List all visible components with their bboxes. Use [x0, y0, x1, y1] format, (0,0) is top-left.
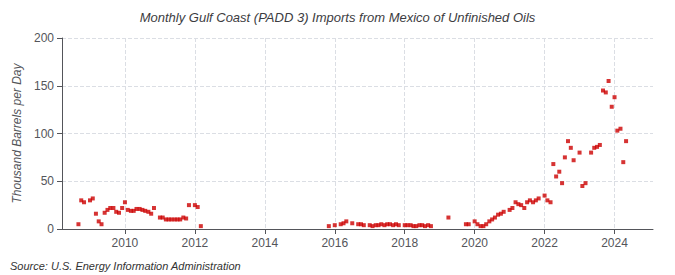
svg-text:Source: U.S. Energy Informatio: Source: U.S. Energy Information Administ…	[10, 260, 241, 272]
svg-text:2022: 2022	[531, 236, 558, 250]
svg-text:2024: 2024	[601, 236, 628, 250]
svg-text:200: 200	[34, 31, 54, 45]
svg-text:2018: 2018	[391, 236, 418, 250]
svg-text:Monthly Gulf Coast (PADD 3) Im: Monthly Gulf Coast (PADD 3) Imports from…	[140, 10, 536, 25]
svg-text:50: 50	[41, 174, 55, 188]
svg-text:2014: 2014	[251, 236, 278, 250]
svg-text:2010: 2010	[112, 236, 139, 250]
svg-text:0: 0	[47, 222, 54, 236]
svg-text:2020: 2020	[461, 236, 488, 250]
svg-text:100: 100	[34, 127, 54, 141]
svg-text:2016: 2016	[321, 236, 348, 250]
svg-text:2012: 2012	[182, 236, 209, 250]
svg-text:150: 150	[34, 79, 54, 93]
svg-text:Thousand Barrels per Day: Thousand Barrels per Day	[10, 62, 24, 203]
